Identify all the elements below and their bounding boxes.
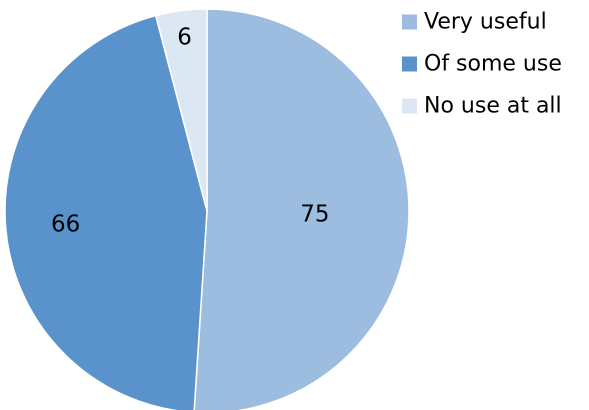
data-label-of-some-use: 66 [51,212,80,238]
data-label-very-useful: 75 [300,201,329,227]
pie-slice-no-use-at-all [154,8,208,212]
pie-slice-very-useful [193,8,410,410]
pie-slices [4,8,410,410]
legend-label-very-useful: Very useful [424,10,547,35]
legend-swatch-of-some-use [402,56,417,72]
legend-label-no-use-at-all: No use at all [424,94,562,119]
legend-swatch-no-use-at-all [402,98,417,114]
data-label-no-use-at-all: 6 [177,24,192,50]
pie-slice-of-some-use [4,14,208,410]
legend: Very useful Of some use No use at all [402,10,562,119]
legend-swatch-very-useful [402,14,417,30]
legend-label-of-some-use: Of some use [424,52,562,77]
